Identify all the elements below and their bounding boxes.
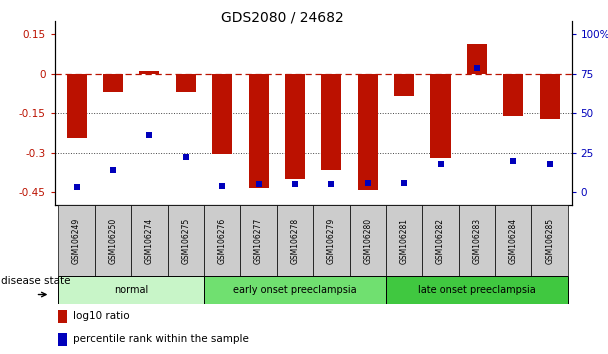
Bar <box>58 276 204 304</box>
Bar <box>350 205 386 276</box>
Bar <box>540 74 560 119</box>
Bar <box>285 74 305 179</box>
Text: GSM106280: GSM106280 <box>363 218 372 264</box>
Bar <box>430 74 451 158</box>
Point <box>326 182 336 187</box>
Text: GSM106275: GSM106275 <box>181 218 190 264</box>
Point <box>145 132 154 138</box>
Text: GSM106282: GSM106282 <box>436 218 445 264</box>
Text: GSM106250: GSM106250 <box>108 218 117 264</box>
Bar <box>204 276 386 304</box>
Bar <box>503 74 523 116</box>
Text: late onset preeclampsia: late onset preeclampsia <box>418 285 536 295</box>
Point <box>217 183 227 189</box>
Text: GSM106279: GSM106279 <box>327 218 336 264</box>
Bar <box>58 310 67 323</box>
Text: normal: normal <box>114 285 148 295</box>
Bar <box>277 205 313 276</box>
Bar <box>467 44 487 74</box>
Bar <box>168 205 204 276</box>
Bar <box>139 71 159 74</box>
Point <box>545 161 554 167</box>
Bar <box>58 333 67 346</box>
Text: percentile rank within the sample: percentile rank within the sample <box>74 335 249 344</box>
Point <box>108 167 118 173</box>
Bar <box>394 74 414 96</box>
Bar <box>321 74 341 170</box>
Text: disease state: disease state <box>1 276 70 286</box>
Bar <box>423 205 458 276</box>
Point <box>181 155 190 160</box>
Bar <box>131 205 168 276</box>
Point <box>290 182 300 187</box>
Text: GSM106278: GSM106278 <box>291 218 299 264</box>
Text: GSM106285: GSM106285 <box>545 218 554 264</box>
Text: GSM106249: GSM106249 <box>72 218 81 264</box>
Point <box>508 158 518 164</box>
Bar <box>313 205 350 276</box>
Bar <box>212 74 232 154</box>
Text: GSM106283: GSM106283 <box>472 218 482 264</box>
Bar <box>204 205 240 276</box>
Point <box>363 180 373 185</box>
Bar <box>240 205 277 276</box>
Bar <box>66 74 86 138</box>
Text: GSM106276: GSM106276 <box>218 218 227 264</box>
Bar <box>95 205 131 276</box>
Bar <box>386 205 423 276</box>
Text: GSM106274: GSM106274 <box>145 218 154 264</box>
Bar <box>531 205 568 276</box>
Text: early onset preeclampsia: early onset preeclampsia <box>233 285 357 295</box>
Bar <box>249 74 269 188</box>
Point <box>72 184 81 190</box>
Bar <box>386 276 568 304</box>
Point <box>436 161 446 167</box>
Bar <box>58 205 95 276</box>
Point <box>399 180 409 185</box>
Text: log10 ratio: log10 ratio <box>74 312 130 321</box>
Text: GSM106281: GSM106281 <box>399 218 409 264</box>
Text: GSM106284: GSM106284 <box>509 218 518 264</box>
Text: GDS2080 / 24682: GDS2080 / 24682 <box>221 11 344 25</box>
Point <box>254 182 263 187</box>
Bar <box>458 205 495 276</box>
Bar <box>176 74 196 92</box>
Bar <box>103 74 123 92</box>
Bar <box>495 205 531 276</box>
Bar <box>358 74 378 189</box>
Point <box>472 65 482 70</box>
Text: GSM106277: GSM106277 <box>254 218 263 264</box>
